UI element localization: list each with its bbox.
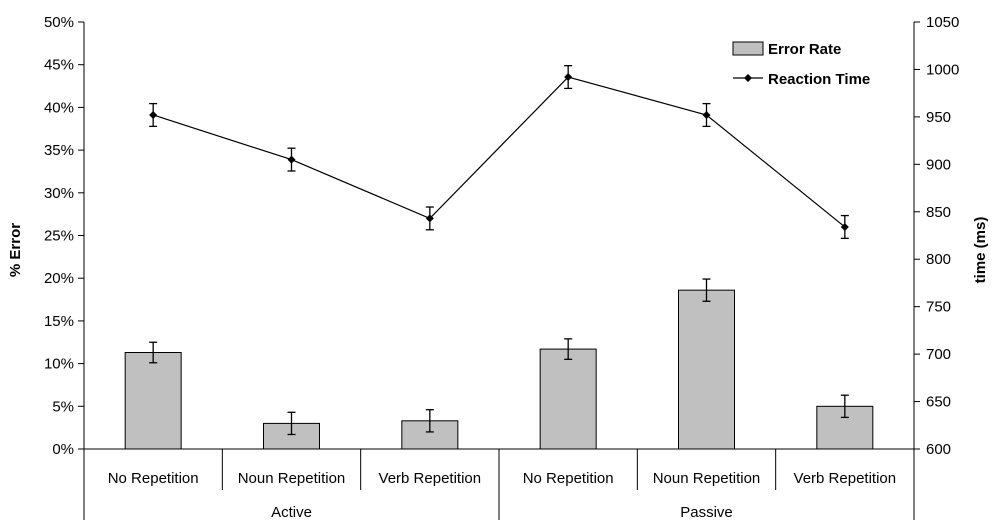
error-rate-bars [124, 278, 874, 450]
reaction-time-point [287, 155, 296, 164]
y-axis-left-title: % Error [7, 223, 24, 277]
y-right-tick-label: 1050 [926, 14, 959, 31]
x-group-label: Active [271, 504, 312, 520]
y-right-tick-label: 1000 [926, 61, 959, 78]
x-category-label: No Repetition [108, 470, 199, 487]
reaction-time-point [564, 73, 573, 82]
y-axis-right-title: time (ms) [972, 217, 989, 284]
error-rate-bar [539, 348, 597, 450]
y-right-tick-label: 850 [926, 204, 951, 221]
x-category-label: Noun Repetition [653, 470, 761, 487]
y-left-tick-label: 45% [44, 57, 74, 74]
reaction-time-point [149, 110, 158, 119]
y-left-tick-label: 5% [52, 398, 74, 415]
y-left-tick-label: 15% [44, 313, 74, 330]
y-right-tick-label: 900 [926, 156, 951, 173]
y-left-tick-label: 10% [44, 356, 74, 373]
x-category-label: Verb Repetition [379, 470, 482, 487]
reaction-time-point [840, 222, 849, 231]
x-category-label: No Repetition [523, 470, 614, 487]
reaction-time-point [425, 214, 434, 223]
x-category-label: Noun Repetition [238, 470, 346, 487]
x-group-label: Passive [680, 504, 733, 520]
right-axis: 600 650 700 750 800 850 900 950 1000 1050 [913, 14, 959, 458]
legend-error-rate-swatch [732, 41, 764, 56]
error-rate-bar [124, 351, 182, 450]
legend-reaction-time-label: Reaction Time [768, 71, 870, 88]
y-right-tick-label: 650 [926, 394, 951, 411]
y-right-tick-label: 700 [926, 346, 951, 363]
error-rate-bar [678, 289, 735, 450]
y-right-tick-label: 600 [926, 441, 951, 458]
reaction-time-series-line [152, 76, 846, 228]
left-axis: 0% 5% 10% 15% 20% 25% 30% 35% 40% 45% 50% [44, 14, 85, 458]
y-left-tick-label: 25% [44, 228, 74, 245]
y-left-tick-label: 30% [44, 185, 74, 202]
y-left-tick-label: 20% [44, 270, 74, 287]
y-left-tick-label: 40% [44, 99, 74, 116]
y-left-tick-label: 50% [44, 14, 74, 31]
legend-reaction-time-marker [744, 74, 752, 82]
x-axis: No Repetition Noun Repetition Verb Repetit… [83, 448, 915, 520]
reaction-time-line [149, 64, 849, 239]
y-left-tick-label: 35% [44, 142, 74, 159]
y-right-tick-label: 950 [926, 109, 951, 126]
legend: Error Rate Reaction Time [732, 41, 870, 88]
y-right-tick-label: 800 [926, 251, 951, 268]
x-category-label: Verb Repetition [794, 470, 897, 487]
legend-error-rate-label: Error Rate [768, 41, 841, 58]
y-right-tick-label: 750 [926, 299, 951, 316]
reaction-time-point [702, 110, 711, 119]
y-left-tick-label: 0% [52, 441, 74, 458]
